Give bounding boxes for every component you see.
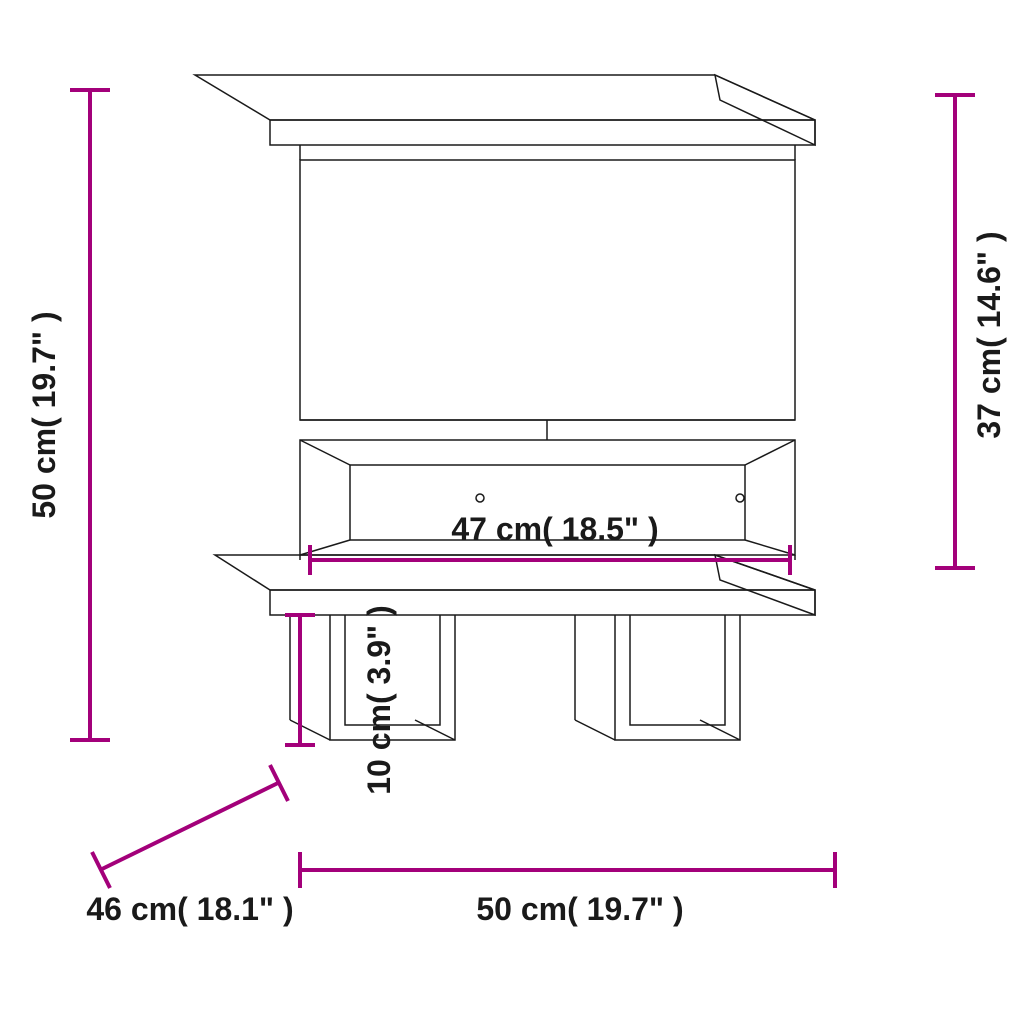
- dim-width-total-in: ( 19.7" ): [567, 891, 684, 927]
- dim-depth: 46 cm( 18.1" ): [86, 891, 293, 927]
- dim-height-leg-cm: 10 cm: [361, 704, 397, 795]
- dimension-diagram: 50 cm( 19.7" ) 37 cm( 14.6" ) 47 cm( 18.…: [0, 0, 1024, 1024]
- dim-height-total: 50 cm( 19.7" ): [26, 311, 62, 518]
- dim-height-total-in: ( 19.7" ): [26, 311, 62, 428]
- dim-width-inner-in: ( 18.5" ): [542, 511, 659, 547]
- dim-height-leg-in: ( 3.9" ): [361, 605, 397, 704]
- product-outline: [195, 75, 815, 740]
- dim-height-body-in: ( 14.6" ): [971, 231, 1007, 348]
- dim-height-body-cm: 37 cm: [971, 348, 1007, 439]
- dim-width-total: 50 cm( 19.7" ): [476, 891, 683, 927]
- dimension-lines: [70, 90, 975, 888]
- dim-width-total-cm: 50 cm: [476, 891, 567, 927]
- dim-depth-cm: 46 cm: [86, 891, 177, 927]
- dim-depth-in: ( 18.1" ): [177, 891, 294, 927]
- dim-width-inner: 47 cm( 18.5" ): [451, 511, 658, 547]
- dim-width-inner-cm: 47 cm: [451, 511, 542, 547]
- dim-height-leg: 10 cm( 3.9" ): [361, 605, 397, 794]
- dim-height-body: 37 cm( 14.6" ): [971, 231, 1007, 438]
- dim-height-total-cm: 50 cm: [26, 428, 62, 519]
